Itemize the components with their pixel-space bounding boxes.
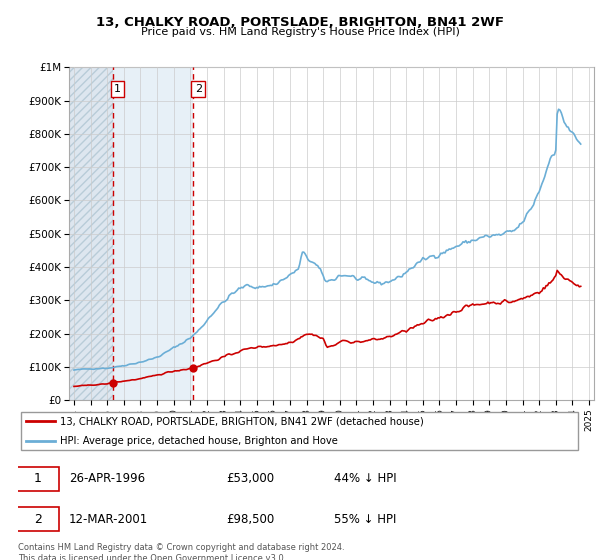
Bar <box>113 67 193 400</box>
Text: 1: 1 <box>114 84 121 94</box>
Text: 2: 2 <box>34 513 42 526</box>
Text: Contains HM Land Registry data © Crown copyright and database right 2024.
This d: Contains HM Land Registry data © Crown c… <box>18 543 344 560</box>
FancyBboxPatch shape <box>21 412 578 450</box>
Text: 1: 1 <box>34 472 42 485</box>
Text: 12-MAR-2001: 12-MAR-2001 <box>69 513 148 526</box>
Text: £53,000: £53,000 <box>227 472 275 485</box>
Text: 13, CHALKY ROAD, PORTSLADE, BRIGHTON, BN41 2WF (detached house): 13, CHALKY ROAD, PORTSLADE, BRIGHTON, BN… <box>60 416 424 426</box>
Text: 26-APR-1996: 26-APR-1996 <box>69 472 145 485</box>
Text: 44% ↓ HPI: 44% ↓ HPI <box>334 472 397 485</box>
Text: 2: 2 <box>194 84 202 94</box>
Bar <box>69 67 113 400</box>
Bar <box>69 67 113 400</box>
FancyBboxPatch shape <box>17 466 59 491</box>
Text: Price paid vs. HM Land Registry's House Price Index (HPI): Price paid vs. HM Land Registry's House … <box>140 27 460 37</box>
Text: 55% ↓ HPI: 55% ↓ HPI <box>334 513 396 526</box>
FancyBboxPatch shape <box>17 507 59 531</box>
Text: HPI: Average price, detached house, Brighton and Hove: HPI: Average price, detached house, Brig… <box>60 436 338 446</box>
Text: 13, CHALKY ROAD, PORTSLADE, BRIGHTON, BN41 2WF: 13, CHALKY ROAD, PORTSLADE, BRIGHTON, BN… <box>96 16 504 29</box>
Text: £98,500: £98,500 <box>227 513 275 526</box>
